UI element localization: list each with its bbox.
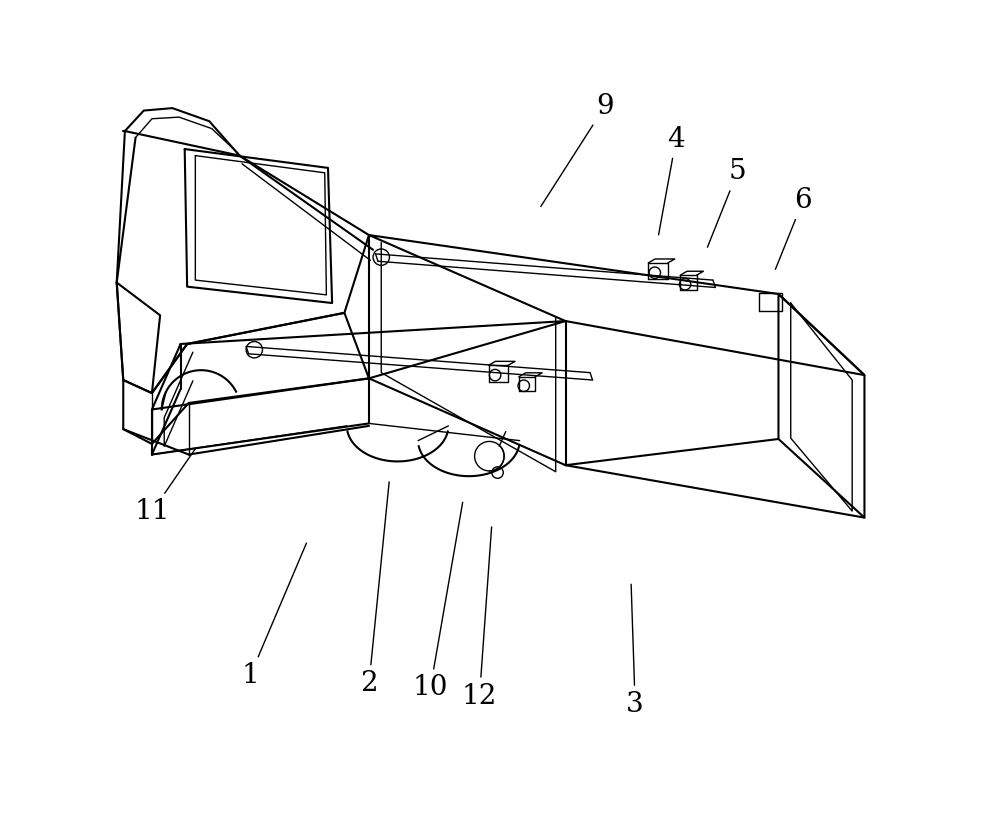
Text: 5: 5: [707, 159, 746, 247]
Text: 2: 2: [360, 482, 389, 697]
Text: 11: 11: [134, 449, 195, 525]
Text: 1: 1: [241, 543, 306, 689]
Text: 6: 6: [775, 188, 812, 269]
Text: 12: 12: [462, 527, 497, 709]
Text: 9: 9: [541, 93, 614, 206]
Text: 4: 4: [659, 126, 685, 235]
Text: 3: 3: [626, 584, 644, 717]
Text: 10: 10: [413, 502, 463, 701]
